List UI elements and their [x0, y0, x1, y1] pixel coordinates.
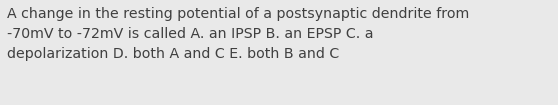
- Text: A change in the resting potential of a postsynaptic dendrite from
-70mV to -72mV: A change in the resting potential of a p…: [7, 7, 469, 61]
